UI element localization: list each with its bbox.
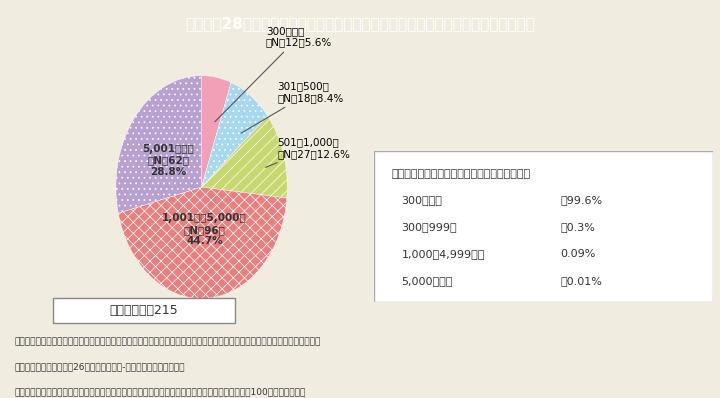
Text: 総務省「平成26年経済センサス-基礎調査」により作成。: 総務省「平成26年経済センサス-基礎調査」により作成。 (14, 362, 185, 371)
Text: 300人未満: 300人未満 (402, 195, 442, 205)
Wedge shape (116, 76, 202, 213)
Text: ：0.01%: ：0.01% (560, 276, 603, 286)
Text: （備考）１．厚生労働省ホームページ掲載資料を基に内閣府男女共同参画局にて作成。総企業数に占める規模別企業数の割合は: （備考）１．厚生労働省ホームページ掲載資料を基に内閣府男女共同参画局にて作成。総… (14, 337, 320, 346)
Text: 認定企業数：215: 認定企業数：215 (109, 304, 179, 317)
Wedge shape (118, 187, 287, 298)
Text: ：0.3%: ：0.3% (560, 222, 595, 232)
Wedge shape (202, 116, 287, 198)
Text: 1,000～4,999人：: 1,000～4,999人： (402, 249, 485, 259)
Text: 501～1,000人
（N＝27）12.6%: 501～1,000人 （N＝27）12.6% (266, 137, 350, 167)
FancyBboxPatch shape (53, 298, 235, 323)
Text: 1,001人～5,000人
（N＝96）
44.7%: 1,001人～5,000人 （N＝96） 44.7% (162, 213, 247, 246)
Text: ：99.6%: ：99.6% (560, 195, 603, 205)
Text: 5,001人以上
（N＝62）
28.8%: 5,001人以上 （N＝62） 28.8% (142, 144, 194, 177)
Text: 300人以下
（N＝12）5.6%: 300人以下 （N＝12）5.6% (215, 26, 332, 122)
Text: 【参考】総企業数に占める規模別企業数の割合: 【参考】総企業数に占める規模別企業数の割合 (392, 170, 531, 179)
Wedge shape (202, 76, 231, 187)
FancyBboxPatch shape (374, 151, 713, 302)
Text: 5,000人以上: 5,000人以上 (402, 276, 453, 286)
Text: Ｉ－特－28図　企業規模別の「えるぼし」認定企業数と認定企業総数に占める割合: Ｉ－特－28図 企業規模別の「えるぼし」認定企業数と認定企業総数に占める割合 (185, 16, 535, 31)
Text: 0.09%: 0.09% (560, 249, 596, 259)
Wedge shape (202, 82, 268, 187)
Text: 300～999人: 300～999人 (402, 222, 457, 232)
Text: ２．認定企業総数に占める割合は，小数点以下第２位を四捨五入しているため，合計しても100とはならない。: ２．認定企業総数に占める割合は，小数点以下第２位を四捨五入しているため，合計して… (14, 387, 306, 396)
Text: 301～500人
（N＝18）8.4%: 301～500人 （N＝18）8.4% (241, 82, 343, 133)
